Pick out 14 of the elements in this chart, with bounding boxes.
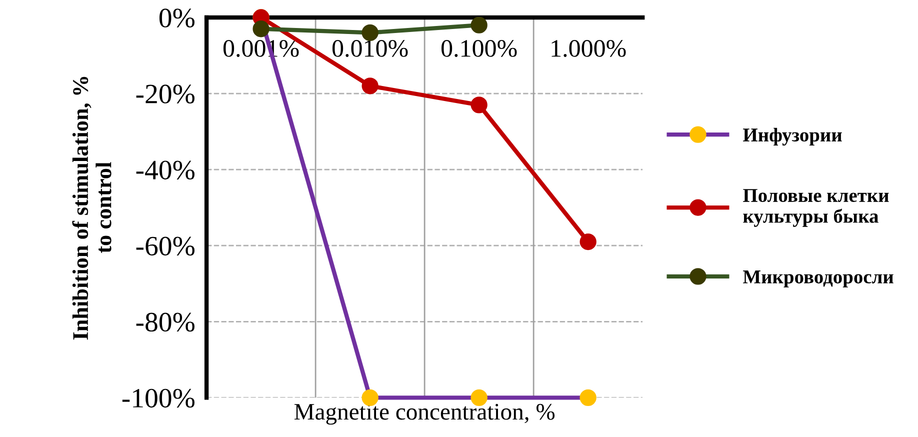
y-tick-label: -100% — [122, 388, 194, 408]
legend-label: Микроводоросли — [743, 270, 894, 288]
legend-label: Половые клетки культуры быка — [743, 189, 889, 227]
x-tick-label: 0.010% — [332, 40, 408, 57]
y-tick-label: -20% — [136, 84, 194, 104]
y-tick-label: -80% — [136, 312, 194, 332]
x-tick-label: 1.000% — [552, 40, 626, 57]
y-tick-label: -40% — [136, 160, 194, 180]
y-tick-label: -60% — [136, 236, 194, 256]
x-tick-label: 0.100% — [441, 40, 517, 57]
legend-label: Инфузории — [743, 128, 842, 146]
y-tick-label: 0% — [159, 8, 194, 28]
x-axis-title: Magnetite concentration, % — [294, 404, 555, 425]
y-axis-title: Inhibition of stimulation, % to control — [72, 76, 112, 340]
